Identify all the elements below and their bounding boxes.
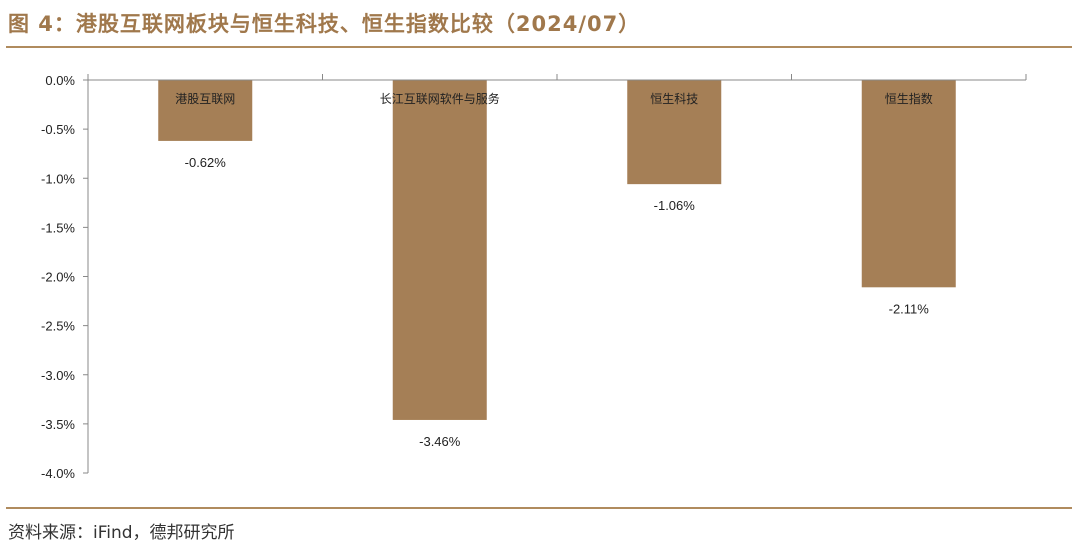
bar	[861, 80, 956, 288]
footer-divider	[6, 507, 1072, 509]
y-tick-label: -0.5%	[41, 122, 75, 137]
y-tick-label: -1.5%	[41, 220, 75, 235]
y-axis: 0.0% -0.5% -1.0% -1.5% -2.0% -2.5% -3.0% -3.5% -…	[41, 73, 89, 481]
data-label: -3.46%	[419, 434, 461, 449]
x-axis	[87, 74, 1027, 81]
data-label: -0.62%	[185, 155, 227, 170]
data-labels: 港股互联网 长江互联网软件与服务 恒生科技 恒生指数 -0.62% -3.46% -1.06…	[175, 91, 933, 449]
figure-title: 图 4：港股互联网板块与恒生科技、恒生指数比较（2024/07）	[8, 12, 641, 36]
y-tick-label: -3.0%	[41, 368, 75, 383]
y-tick-label: -3.5%	[41, 417, 75, 432]
category-label: 恒生科技	[650, 92, 698, 106]
data-label: -1.06%	[654, 198, 696, 213]
y-tick-label: 0.0%	[45, 73, 75, 88]
title-divider	[6, 46, 1072, 48]
y-tick-label: -2.0%	[41, 270, 75, 285]
bar	[392, 80, 487, 420]
bar-series	[158, 80, 956, 420]
y-tick-label: -1.0%	[41, 171, 75, 186]
bar	[627, 80, 722, 185]
category-label: 恒生指数	[885, 91, 933, 106]
bar	[158, 80, 253, 141]
y-tick-label: -2.5%	[41, 319, 75, 334]
category-label: 港股互联网	[175, 92, 235, 106]
source-note: 资料来源：iFind，德邦研究所	[8, 523, 235, 543]
category-label: 长江互联网软件与服务	[380, 91, 500, 106]
y-tick-label: -4.0%	[41, 466, 75, 481]
bar-chart: 0.0% -0.5% -1.0% -1.5% -2.0% -2.5% -3.0% -3.5% -…	[41, 73, 1027, 481]
data-label: -2.11%	[889, 301, 930, 316]
